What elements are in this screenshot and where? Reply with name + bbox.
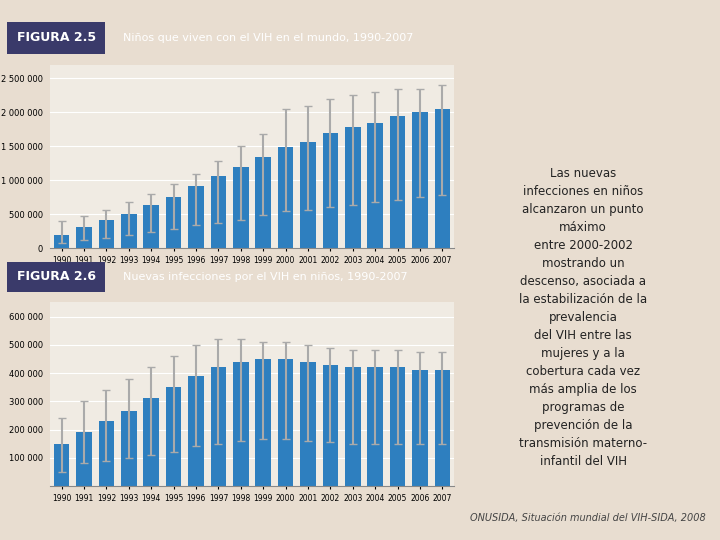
Bar: [166, 197, 181, 248]
Text: FIGURA 2.6: FIGURA 2.6: [17, 270, 96, 284]
Bar: [54, 444, 69, 486]
Text: Las nuevas
infecciones en niños
alcanzaron un punto
máximo
entre 2000-2002
mostr: Las nuevas infecciones en niños alcanzar…: [519, 167, 647, 468]
Bar: [300, 143, 316, 248]
Bar: [210, 367, 226, 486]
Bar: [99, 421, 114, 486]
FancyBboxPatch shape: [7, 22, 105, 54]
Bar: [390, 117, 405, 248]
Bar: [367, 367, 383, 486]
Bar: [345, 127, 361, 248]
Bar: [143, 399, 159, 486]
Bar: [233, 362, 248, 486]
Bar: [233, 167, 248, 248]
Bar: [143, 205, 159, 248]
Bar: [76, 227, 92, 248]
Bar: [188, 376, 204, 486]
Bar: [435, 370, 450, 486]
Bar: [323, 133, 338, 248]
Bar: [300, 362, 316, 486]
Bar: [345, 367, 361, 486]
Bar: [166, 387, 181, 486]
Text: Nuevas infecciones por el VIH en niños, 1990-2007: Nuevas infecciones por el VIH en niños, …: [123, 272, 408, 282]
Bar: [188, 186, 204, 248]
Bar: [323, 364, 338, 486]
Bar: [121, 411, 137, 486]
Bar: [278, 359, 294, 486]
Bar: [278, 147, 294, 248]
Bar: [121, 214, 137, 248]
Bar: [54, 235, 69, 248]
Bar: [256, 359, 271, 486]
Text: FIGURA 2.5: FIGURA 2.5: [17, 31, 96, 44]
Bar: [256, 157, 271, 248]
Text: ONUSIDA, Situación mundial del VIH-SIDA, 2008: ONUSIDA, Situación mundial del VIH-SIDA,…: [470, 514, 706, 523]
Bar: [210, 177, 226, 248]
Text: Niños que viven con el VIH en el mundo, 1990-2007: Niños que viven con el VIH en el mundo, …: [123, 33, 413, 43]
Bar: [412, 370, 428, 486]
Bar: [412, 112, 428, 248]
Bar: [76, 433, 92, 486]
Bar: [390, 367, 405, 486]
Bar: [367, 123, 383, 248]
FancyBboxPatch shape: [7, 262, 105, 292]
Bar: [99, 220, 114, 248]
Bar: [435, 109, 450, 248]
